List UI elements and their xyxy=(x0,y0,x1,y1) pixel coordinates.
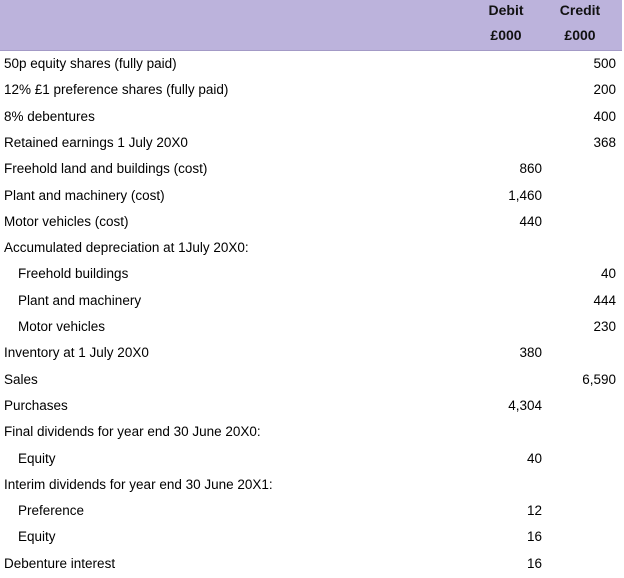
debit-header: Debit xyxy=(488,2,524,18)
table-row: Interim dividends for year end 30 June 2… xyxy=(0,473,622,499)
row-label: Motor vehicles xyxy=(18,319,106,334)
debit-value: 1,460 xyxy=(508,187,542,203)
row-label: Plant and machinery (cost) xyxy=(4,187,165,203)
row-label: Motor vehicles (cost) xyxy=(4,213,129,229)
credit-value: 368 xyxy=(593,134,616,150)
debit-value: 860 xyxy=(519,161,542,177)
table-row: Retained earnings 1 July 20X0 368 xyxy=(0,131,622,157)
debit-value: 16 xyxy=(526,555,542,571)
credit-unit-header: £000 xyxy=(564,27,596,43)
table-row: Purchases 4,304 xyxy=(0,394,622,420)
row-label: Retained earnings 1 July 20X0 xyxy=(4,134,188,150)
row-label: Freehold buildings xyxy=(18,266,129,282)
row-label: Inventory at 1 July 20X0 xyxy=(4,345,149,361)
row-label: Preference xyxy=(18,503,85,519)
credit-value: 200 xyxy=(593,82,616,98)
credit-value: 444 xyxy=(593,292,616,308)
table-row: Preference 12 xyxy=(0,499,622,525)
table-row: Inventory at 1 July 20X0 380 xyxy=(0,341,622,367)
row-label: 8% debentures xyxy=(4,108,95,124)
credit-value: 500 xyxy=(593,56,616,71)
table-row: Final dividends for year end 30 June 20X… xyxy=(0,420,622,446)
table-row: Freehold buildings 40 xyxy=(0,262,622,288)
table-row: Plant and machinery 444 xyxy=(0,289,622,315)
row-label: Interim dividends for year end 30 June 2… xyxy=(4,476,273,492)
row-label: Sales xyxy=(4,371,38,387)
debit-value: 40 xyxy=(526,450,542,466)
debit-value: 440 xyxy=(519,213,542,229)
debit-value: 16 xyxy=(526,529,542,545)
table-row: 50p equity shares (fully paid) 500 xyxy=(0,52,622,78)
row-label: Equity xyxy=(18,529,56,545)
table-row: Debenture interest 16 xyxy=(0,552,622,578)
row-label: 12% £1 preference shares (fully paid) xyxy=(4,82,229,98)
credit-value: 6,590 xyxy=(582,371,616,387)
table-row: Motor vehicles (cost) 440 xyxy=(0,210,622,236)
credit-value: 230 xyxy=(593,319,616,334)
row-label: Final dividends for year end 30 June 20X… xyxy=(4,424,261,440)
table-header: Debit £000 Credit £000 xyxy=(0,0,622,51)
credit-value: 40 xyxy=(600,266,616,282)
credit-header: Credit xyxy=(559,2,601,18)
table-row: Equity 40 xyxy=(0,447,622,473)
credit-value: 400 xyxy=(593,108,616,124)
table-row: Sales 6,590 xyxy=(0,368,622,394)
row-label: Purchases xyxy=(4,397,68,413)
row-label: 50p equity shares (fully paid) xyxy=(4,56,177,71)
table-row: 12% £1 preference shares (fully paid) 200 xyxy=(0,78,622,104)
table-row: Accumulated depreciation at 1July 20X0: xyxy=(0,236,622,262)
debit-value: 12 xyxy=(526,503,542,519)
table-row: Motor vehicles 230 xyxy=(0,315,622,341)
row-label: Debenture interest xyxy=(4,555,116,571)
row-label: Equity xyxy=(18,450,56,466)
table-row: Equity 16 xyxy=(0,525,622,551)
table-row: Plant and machinery (cost) 1,460 xyxy=(0,184,622,210)
table-row: 8% debentures 400 xyxy=(0,105,622,131)
row-label: Accumulated depreciation at 1July 20X0: xyxy=(4,240,249,256)
debit-value: 4,304 xyxy=(508,397,542,413)
debit-unit-header: £000 xyxy=(490,27,522,43)
debit-value: 380 xyxy=(519,345,542,361)
table-row: Freehold land and buildings (cost) 860 xyxy=(0,157,622,183)
row-label: Plant and machinery xyxy=(18,292,142,308)
row-label: Freehold land and buildings (cost) xyxy=(4,161,208,177)
